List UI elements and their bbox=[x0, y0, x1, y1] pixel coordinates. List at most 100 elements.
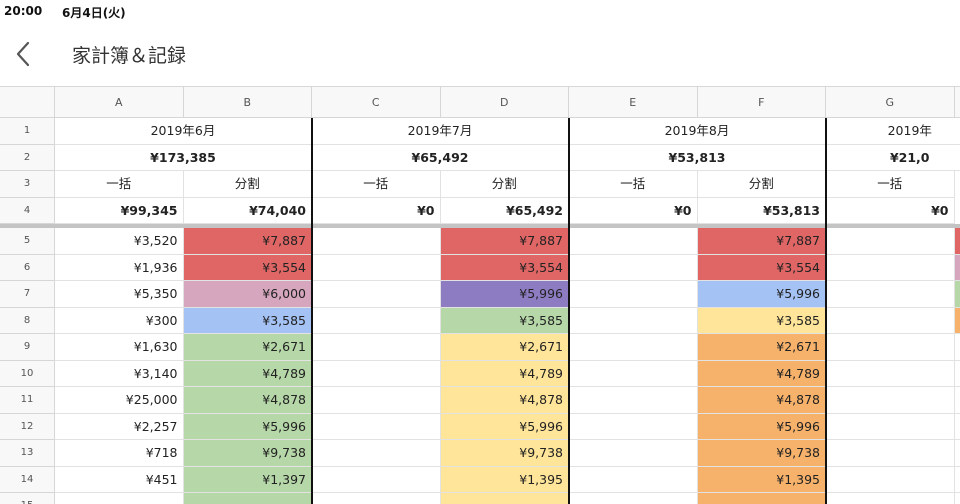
month-label-cell[interactable]: 2019年7月 bbox=[312, 118, 569, 145]
row-header-12[interactable]: 12 bbox=[0, 414, 55, 441]
column-header-c[interactable]: C bbox=[312, 87, 441, 118]
row-header-8[interactable]: 8 bbox=[0, 308, 55, 335]
data-cell-g[interactable] bbox=[826, 281, 955, 308]
data-cell-a[interactable]: ¥1,630 bbox=[55, 334, 184, 361]
data-cell-e[interactable] bbox=[569, 387, 698, 414]
data-cell-f[interactable]: ¥5,996 bbox=[698, 281, 827, 308]
data-cell-d[interactable] bbox=[441, 493, 570, 504]
data-cell-b[interactable]: ¥4,878 bbox=[184, 387, 313, 414]
row-header-7[interactable]: 7 bbox=[0, 281, 55, 308]
lump-total-cell[interactable]: ¥0 bbox=[569, 198, 698, 225]
data-cell-e[interactable] bbox=[569, 281, 698, 308]
data-cell-a[interactable]: ¥2,257 bbox=[55, 414, 184, 441]
data-cell-g[interactable] bbox=[826, 387, 955, 414]
data-cell-b[interactable]: ¥4,789 bbox=[184, 361, 313, 388]
data-cell-f[interactable]: ¥3,585 bbox=[698, 308, 827, 335]
data-cell-f[interactable]: ¥1,395 bbox=[698, 467, 827, 494]
split-total-cell[interactable]: ¥53,813 bbox=[698, 198, 827, 225]
data-cell-d[interactable]: ¥1,395 bbox=[441, 467, 570, 494]
lump-label-cell[interactable]: 一括 bbox=[55, 171, 184, 198]
data-cell-c[interactable] bbox=[312, 361, 441, 388]
data-cell-e[interactable] bbox=[569, 308, 698, 335]
month-total-cell[interactable]: ¥53,813 bbox=[569, 145, 826, 172]
spreadsheet-grid[interactable]: ABCDEFG1234567891011121314152019年6月¥173,… bbox=[0, 86, 960, 504]
data-cell-h[interactable] bbox=[955, 467, 960, 494]
data-cell-e[interactable] bbox=[569, 414, 698, 441]
data-cell-f[interactable]: ¥7,887 bbox=[698, 228, 827, 255]
split-total-cell[interactable]: ¥74,040 bbox=[184, 198, 313, 225]
row-header-13[interactable]: 13 bbox=[0, 440, 55, 467]
data-cell-c[interactable] bbox=[312, 308, 441, 335]
row-header-14[interactable]: 14 bbox=[0, 467, 55, 494]
data-cell-a[interactable]: ¥3,520 bbox=[55, 228, 184, 255]
row-header-4[interactable]: 4 bbox=[0, 198, 55, 225]
data-cell-b[interactable]: ¥7,887 bbox=[184, 228, 313, 255]
data-cell-e[interactable] bbox=[569, 228, 698, 255]
data-cell-d[interactable]: ¥3,554 bbox=[441, 255, 570, 282]
row-header-2[interactable]: 2 bbox=[0, 145, 55, 172]
data-cell-b[interactable]: ¥2,671 bbox=[184, 334, 313, 361]
data-cell-g[interactable] bbox=[826, 255, 955, 282]
column-header-d[interactable]: D bbox=[441, 87, 570, 118]
data-cell-c[interactable] bbox=[312, 228, 441, 255]
data-cell-e[interactable] bbox=[569, 361, 698, 388]
data-cell-d[interactable]: ¥4,878 bbox=[441, 387, 570, 414]
data-cell-h[interactable] bbox=[955, 414, 960, 441]
data-cell-g[interactable] bbox=[826, 414, 955, 441]
data-cell-g[interactable] bbox=[826, 308, 955, 335]
data-cell-a[interactable]: ¥451 bbox=[55, 467, 184, 494]
month-total-cell[interactable]: ¥65,492 bbox=[312, 145, 569, 172]
data-cell-d[interactable]: ¥5,996 bbox=[441, 414, 570, 441]
data-cell-b[interactable]: ¥6,000 bbox=[184, 281, 313, 308]
data-cell-b[interactable]: ¥3,585 bbox=[184, 308, 313, 335]
data-cell-a[interactable]: ¥1,936 bbox=[55, 255, 184, 282]
lump-label-cell[interactable]: 一括 bbox=[312, 171, 441, 198]
data-cell-f[interactable] bbox=[698, 493, 827, 504]
data-cell-f[interactable]: ¥9,738 bbox=[698, 440, 827, 467]
month-total-cell[interactable]: ¥173,385 bbox=[55, 145, 312, 172]
data-cell-f[interactable]: ¥3,554 bbox=[698, 255, 827, 282]
data-cell-g[interactable] bbox=[826, 228, 955, 255]
data-cell-b[interactable] bbox=[184, 493, 313, 504]
data-cell-d[interactable]: ¥7,887 bbox=[441, 228, 570, 255]
data-cell-a[interactable]: ¥5,350 bbox=[55, 281, 184, 308]
data-cell-g[interactable] bbox=[826, 493, 955, 504]
data-cell-a[interactable]: ¥300 bbox=[55, 308, 184, 335]
data-cell-c[interactable] bbox=[312, 334, 441, 361]
column-header-b[interactable]: B bbox=[184, 87, 313, 118]
row-header-3[interactable]: 3 bbox=[0, 171, 55, 198]
month-label-cell[interactable]: 2019年 bbox=[826, 118, 960, 145]
data-cell-h[interactable] bbox=[955, 493, 960, 504]
data-cell-g[interactable] bbox=[826, 467, 955, 494]
row-header-11[interactable]: 11 bbox=[0, 387, 55, 414]
data-cell-d[interactable]: ¥3,585 bbox=[441, 308, 570, 335]
data-cell-e[interactable] bbox=[569, 440, 698, 467]
frozen-rows-divider[interactable] bbox=[0, 224, 960, 228]
lump-label-cell[interactable]: 一括 bbox=[826, 171, 955, 198]
data-cell-c[interactable] bbox=[312, 387, 441, 414]
data-cell-e[interactable] bbox=[569, 255, 698, 282]
data-cell-d[interactable]: ¥9,738 bbox=[441, 440, 570, 467]
row-header-10[interactable]: 10 bbox=[0, 361, 55, 388]
data-cell-h[interactable] bbox=[955, 281, 960, 308]
data-cell-h[interactable] bbox=[955, 387, 960, 414]
data-cell-b[interactable]: ¥1,397 bbox=[184, 467, 313, 494]
data-cell-a[interactable]: ¥25,000 bbox=[55, 387, 184, 414]
data-cell-h[interactable] bbox=[955, 334, 960, 361]
data-cell-f[interactable]: ¥4,878 bbox=[698, 387, 827, 414]
column-header-e[interactable]: E bbox=[569, 87, 698, 118]
data-cell-f[interactable]: ¥4,789 bbox=[698, 361, 827, 388]
row-header-9[interactable]: 9 bbox=[0, 334, 55, 361]
data-cell-h[interactable] bbox=[955, 440, 960, 467]
data-cell-e[interactable] bbox=[569, 467, 698, 494]
data-cell-h[interactable] bbox=[955, 361, 960, 388]
column-header-g[interactable]: G bbox=[826, 87, 955, 118]
back-button[interactable] bbox=[10, 38, 38, 70]
month-label-cell[interactable]: 2019年6月 bbox=[55, 118, 312, 145]
split-total-cell[interactable]: ¥65,492 bbox=[441, 198, 570, 225]
row-header-1[interactable]: 1 bbox=[0, 118, 55, 145]
data-cell-e[interactable] bbox=[569, 493, 698, 504]
column-header-next[interactable] bbox=[955, 87, 960, 118]
split-label-cell[interactable]: 分割 bbox=[184, 171, 313, 198]
data-cell-h[interactable] bbox=[955, 228, 960, 255]
